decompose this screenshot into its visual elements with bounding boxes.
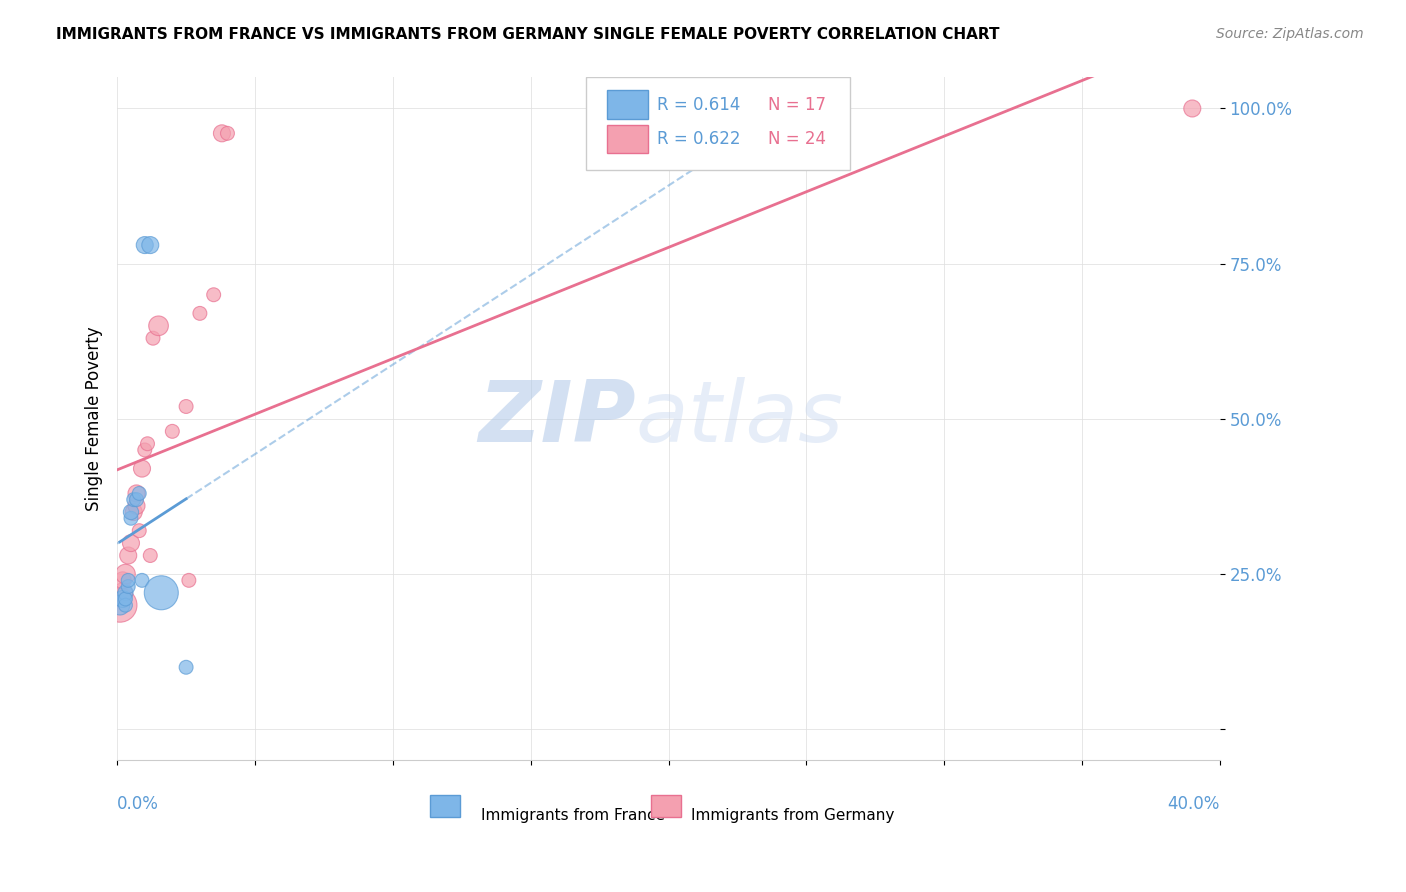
- Point: [128, 486, 150, 500]
- Point: [134, 238, 156, 252]
- Point: [114, 591, 136, 606]
- FancyBboxPatch shape: [607, 125, 648, 153]
- Point: [111, 574, 134, 588]
- Point: [188, 306, 211, 320]
- Point: [134, 442, 156, 457]
- Point: [202, 287, 225, 301]
- Point: [139, 238, 162, 252]
- Point: [131, 461, 153, 475]
- Point: [125, 492, 148, 507]
- Point: [111, 586, 134, 600]
- Point: [217, 126, 239, 140]
- Point: [120, 505, 142, 519]
- Y-axis label: Single Female Poverty: Single Female Poverty: [86, 326, 103, 511]
- Text: R = 0.622: R = 0.622: [658, 130, 741, 148]
- Text: 0.0%: 0.0%: [117, 795, 159, 813]
- Text: N = 24: N = 24: [768, 130, 825, 148]
- Point: [108, 598, 131, 612]
- Point: [117, 574, 139, 588]
- Point: [114, 598, 136, 612]
- Point: [111, 591, 134, 606]
- Point: [114, 586, 136, 600]
- Point: [114, 567, 136, 582]
- Point: [125, 499, 148, 513]
- Point: [148, 318, 170, 333]
- FancyBboxPatch shape: [430, 796, 460, 817]
- Text: atlas: atlas: [636, 377, 844, 460]
- Point: [128, 524, 150, 538]
- Point: [117, 580, 139, 594]
- FancyBboxPatch shape: [607, 90, 648, 120]
- Point: [174, 660, 197, 674]
- Point: [142, 331, 165, 345]
- Point: [162, 425, 184, 439]
- Text: IMMIGRANTS FROM FRANCE VS IMMIGRANTS FROM GERMANY SINGLE FEMALE POVERTY CORRELAT: IMMIGRANTS FROM FRANCE VS IMMIGRANTS FRO…: [56, 27, 1000, 42]
- Text: Source: ZipAtlas.com: Source: ZipAtlas.com: [1216, 27, 1364, 41]
- Point: [122, 492, 145, 507]
- FancyBboxPatch shape: [651, 796, 681, 817]
- Point: [139, 549, 162, 563]
- Point: [120, 536, 142, 550]
- Point: [136, 436, 159, 450]
- Point: [131, 574, 153, 588]
- Point: [120, 511, 142, 525]
- Point: [108, 598, 131, 612]
- Text: 40.0%: 40.0%: [1167, 795, 1220, 813]
- FancyBboxPatch shape: [586, 78, 851, 169]
- Point: [174, 400, 197, 414]
- Text: ZIP: ZIP: [478, 377, 636, 460]
- Point: [211, 126, 233, 140]
- Point: [177, 574, 200, 588]
- Point: [1181, 102, 1204, 116]
- Point: [150, 586, 173, 600]
- Text: Immigrants from France: Immigrants from France: [481, 808, 665, 823]
- Point: [117, 549, 139, 563]
- Point: [122, 505, 145, 519]
- Text: Immigrants from Germany: Immigrants from Germany: [690, 808, 894, 823]
- Text: R = 0.614: R = 0.614: [658, 95, 741, 114]
- Point: [125, 486, 148, 500]
- Text: N = 17: N = 17: [768, 95, 825, 114]
